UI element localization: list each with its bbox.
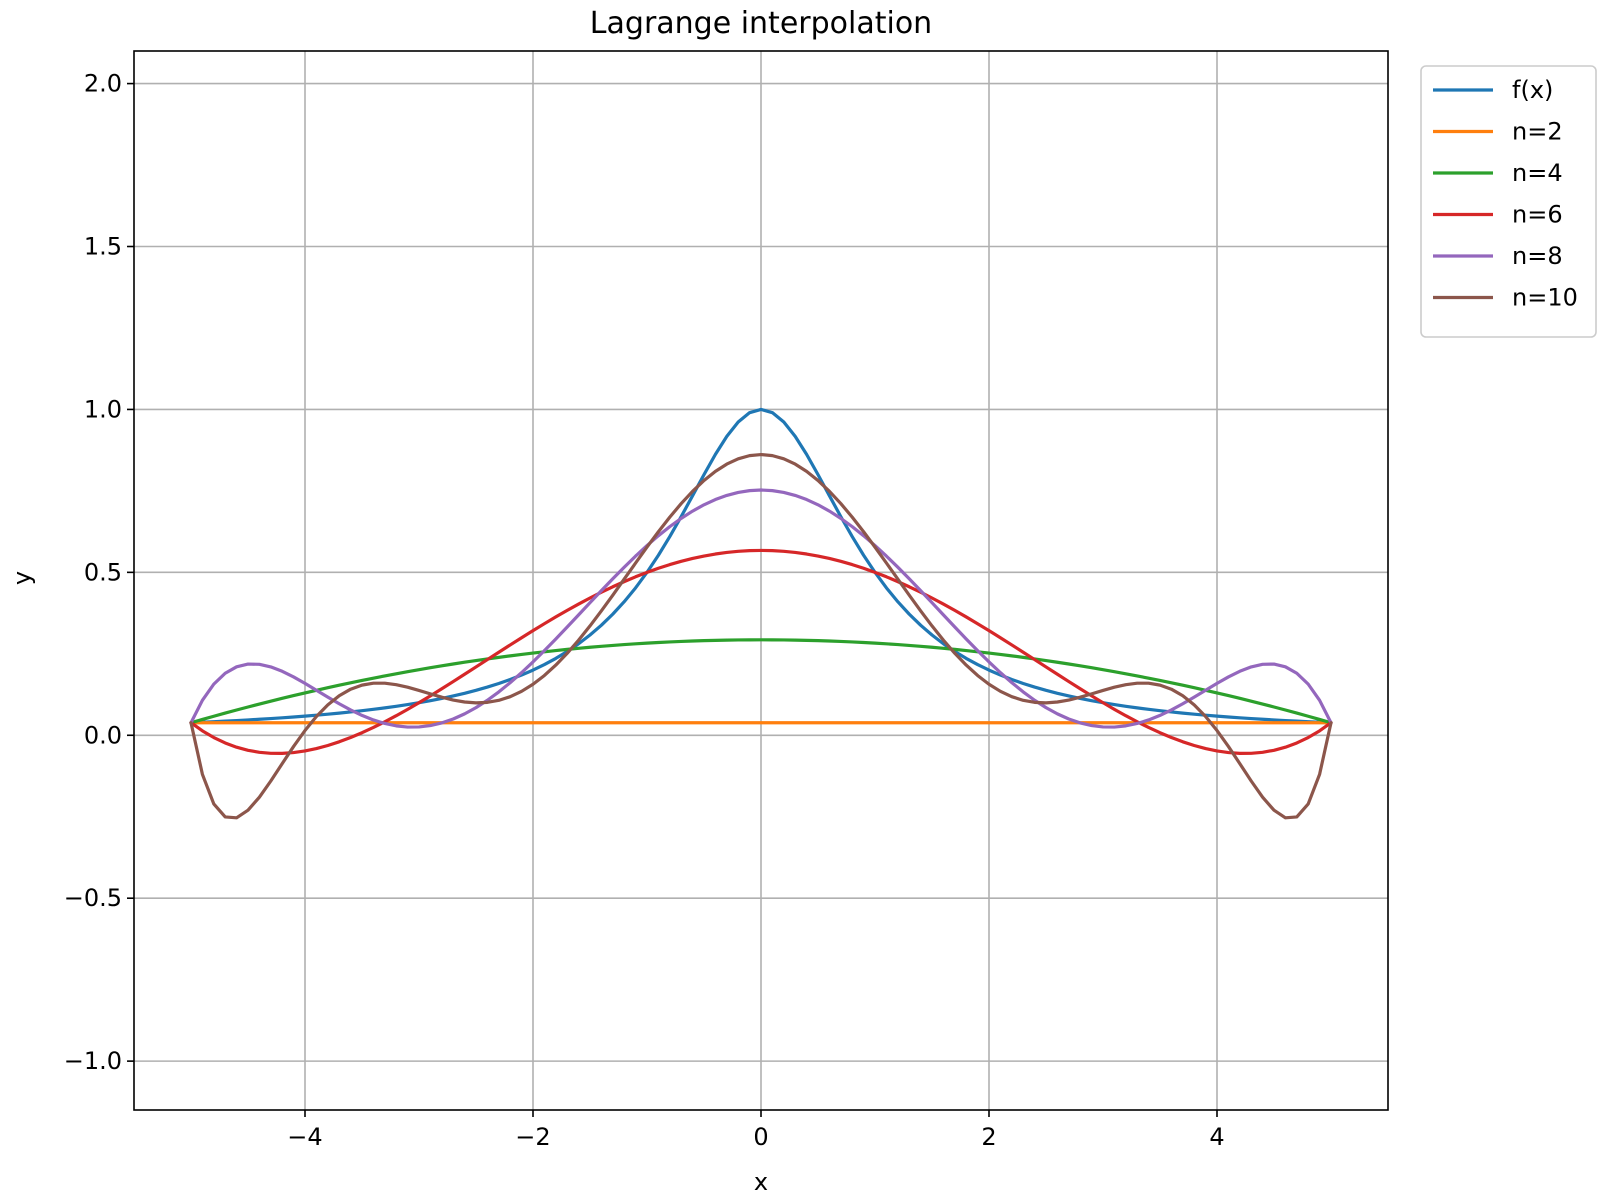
- series-line-n-10: [189, 452, 1333, 820]
- series-line-f-x: [189, 407, 1333, 725]
- y-axis-label: y: [8, 571, 36, 585]
- y-tick-label: 0.5: [84, 558, 122, 586]
- y-tick-label: 0.0: [84, 721, 122, 749]
- y-tick-label: −1.0: [64, 1047, 122, 1075]
- legend-label: n=4: [1512, 159, 1563, 187]
- series-lines: [189, 407, 1333, 820]
- series-line-n-8: [189, 488, 1333, 729]
- y-tick-label: 1.5: [84, 233, 122, 261]
- legend-box: [1420, 65, 1597, 338]
- legend-label: n=6: [1512, 201, 1563, 229]
- legend: f(x) n=2 n=4 n=6 n=8 n=10: [1420, 65, 1597, 338]
- series-line-n-4: [189, 638, 1333, 725]
- y-tick-label: 1.0: [84, 395, 122, 423]
- x-tick-label: −4: [287, 1123, 322, 1151]
- chart-title: Lagrange interpolation: [590, 6, 932, 41]
- legend-label: n=8: [1512, 242, 1563, 270]
- x-tick-label: −2: [515, 1123, 550, 1151]
- legend-label: f(x): [1512, 76, 1553, 104]
- y-tick-label: 2.0: [84, 70, 122, 98]
- plot-frame: [133, 50, 1389, 1111]
- x-tick-label: 4: [1209, 1123, 1224, 1151]
- x-tick-label: 0: [753, 1123, 768, 1151]
- x-axis-label: x: [754, 1168, 768, 1196]
- legend-label: n=10: [1512, 284, 1578, 312]
- plot-area: −4 −2 0 2 4 −1.0 −0.5 0.0 0.5 1.0 1.5 2.0: [64, 50, 1389, 1151]
- legend-label: n=2: [1512, 118, 1563, 146]
- x-tick-label: 2: [981, 1123, 996, 1151]
- y-tick-label: −0.5: [64, 884, 122, 912]
